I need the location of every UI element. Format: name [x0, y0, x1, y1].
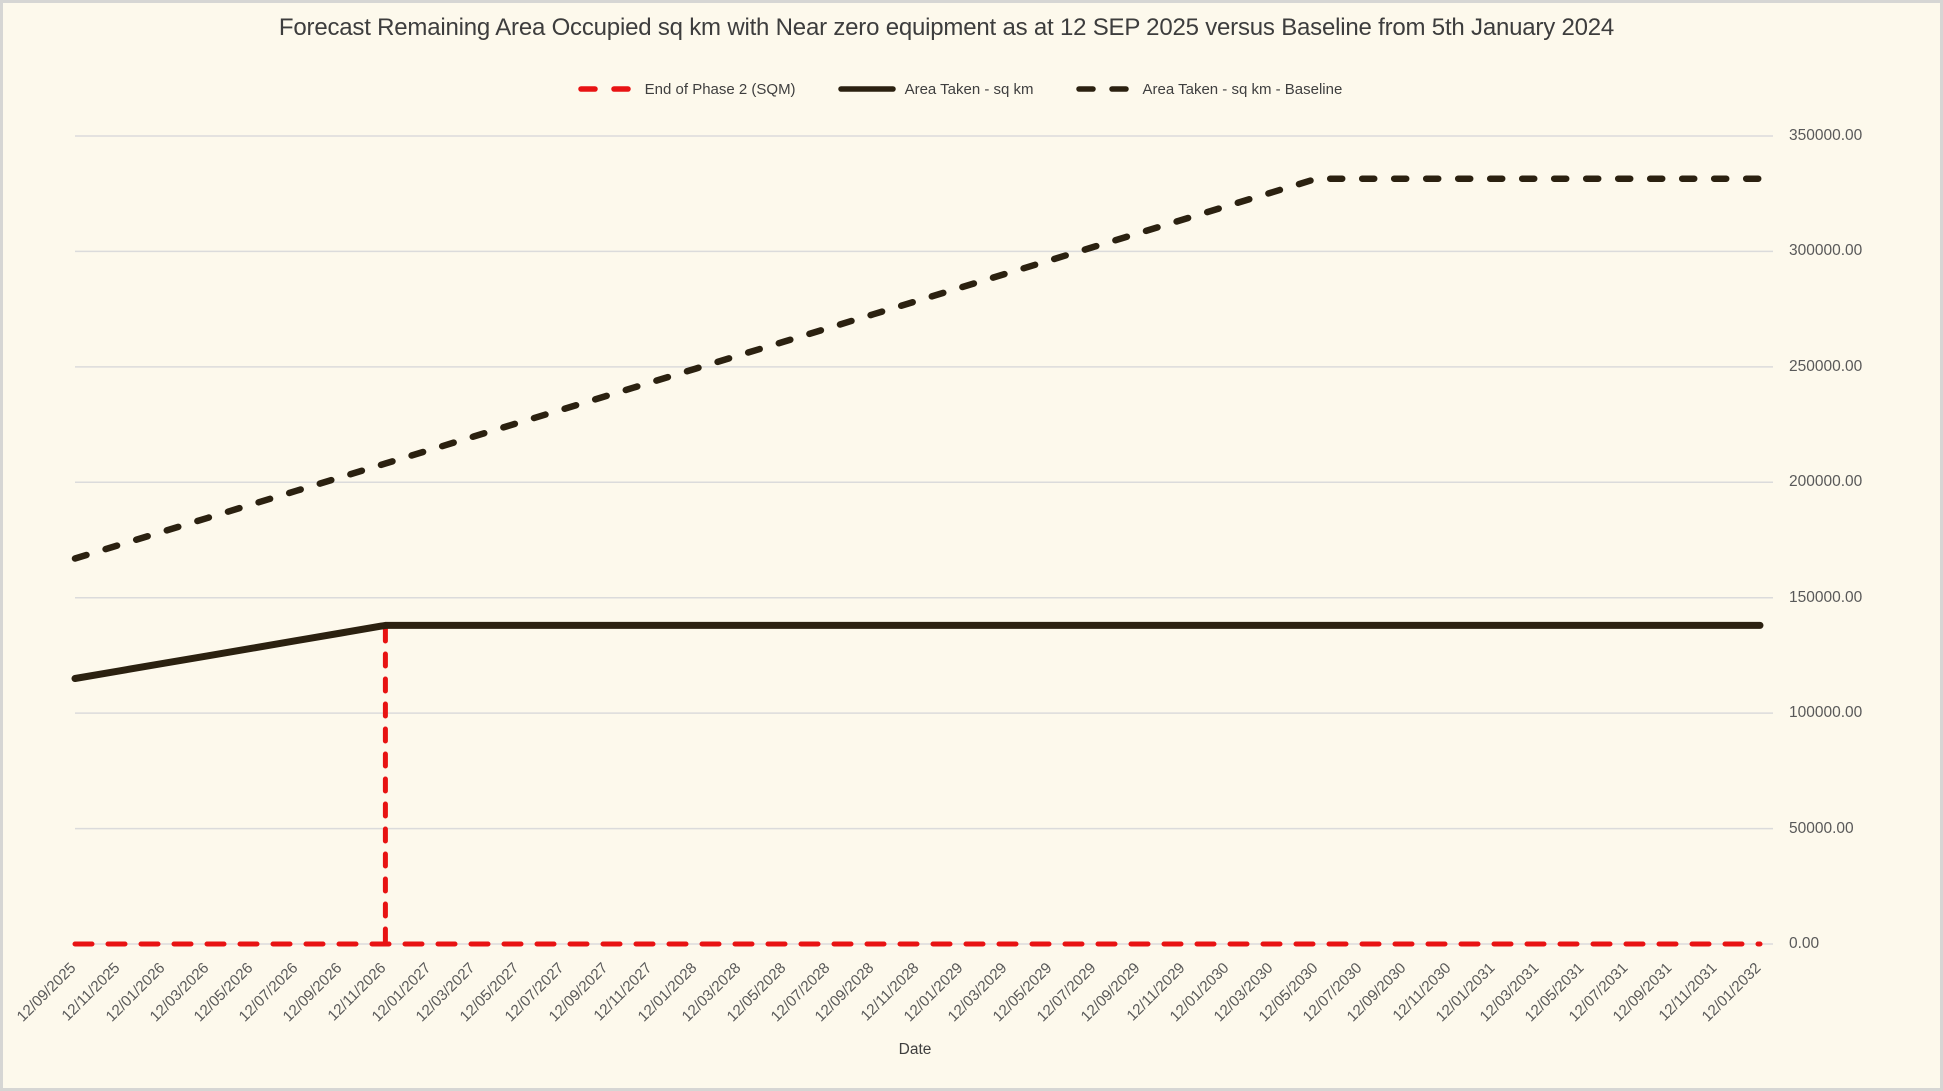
y-tick-label: 350000.00	[1789, 127, 1863, 144]
x-axis-title: Date	[898, 1041, 932, 1058]
chart-title: Forecast Remaining Area Occupied sq km w…	[278, 14, 1615, 41]
legend-label: Area Taken - sq km - Baseline	[1142, 80, 1343, 98]
y-tick-label: 300000.00	[1789, 242, 1863, 259]
legend-swatch-solid-icon	[837, 86, 896, 92]
y-tick-label: 150000.00	[1789, 589, 1863, 606]
y-tick-label: 100000.00	[1789, 704, 1863, 721]
legend-item: Area Taken - sq km - Baseline	[1075, 80, 1343, 98]
series-baseline-line	[71, 175, 1764, 562]
legend-item: End of Phase 2 (SQM)	[577, 80, 796, 98]
legend-label: End of Phase 2 (SQM)	[644, 80, 796, 98]
series-area-taken-line	[71, 621, 1764, 682]
legend: End of Phase 2 (SQM) Area Taken - sq km Ar…	[0, 76, 1920, 102]
legend-swatch-dashed-icon	[1075, 86, 1134, 92]
y-tick-label: 50000.00	[1789, 820, 1854, 837]
y-tick-label: 200000.00	[1789, 473, 1863, 490]
legend-swatch-dashed-icon	[577, 86, 636, 92]
legend-label: Area Taken - sq km	[904, 80, 1034, 98]
legend-item: Area Taken - sq km	[837, 80, 1034, 98]
y-tick-label: 0.00	[1789, 935, 1820, 952]
y-tick-label: 250000.00	[1789, 358, 1863, 375]
